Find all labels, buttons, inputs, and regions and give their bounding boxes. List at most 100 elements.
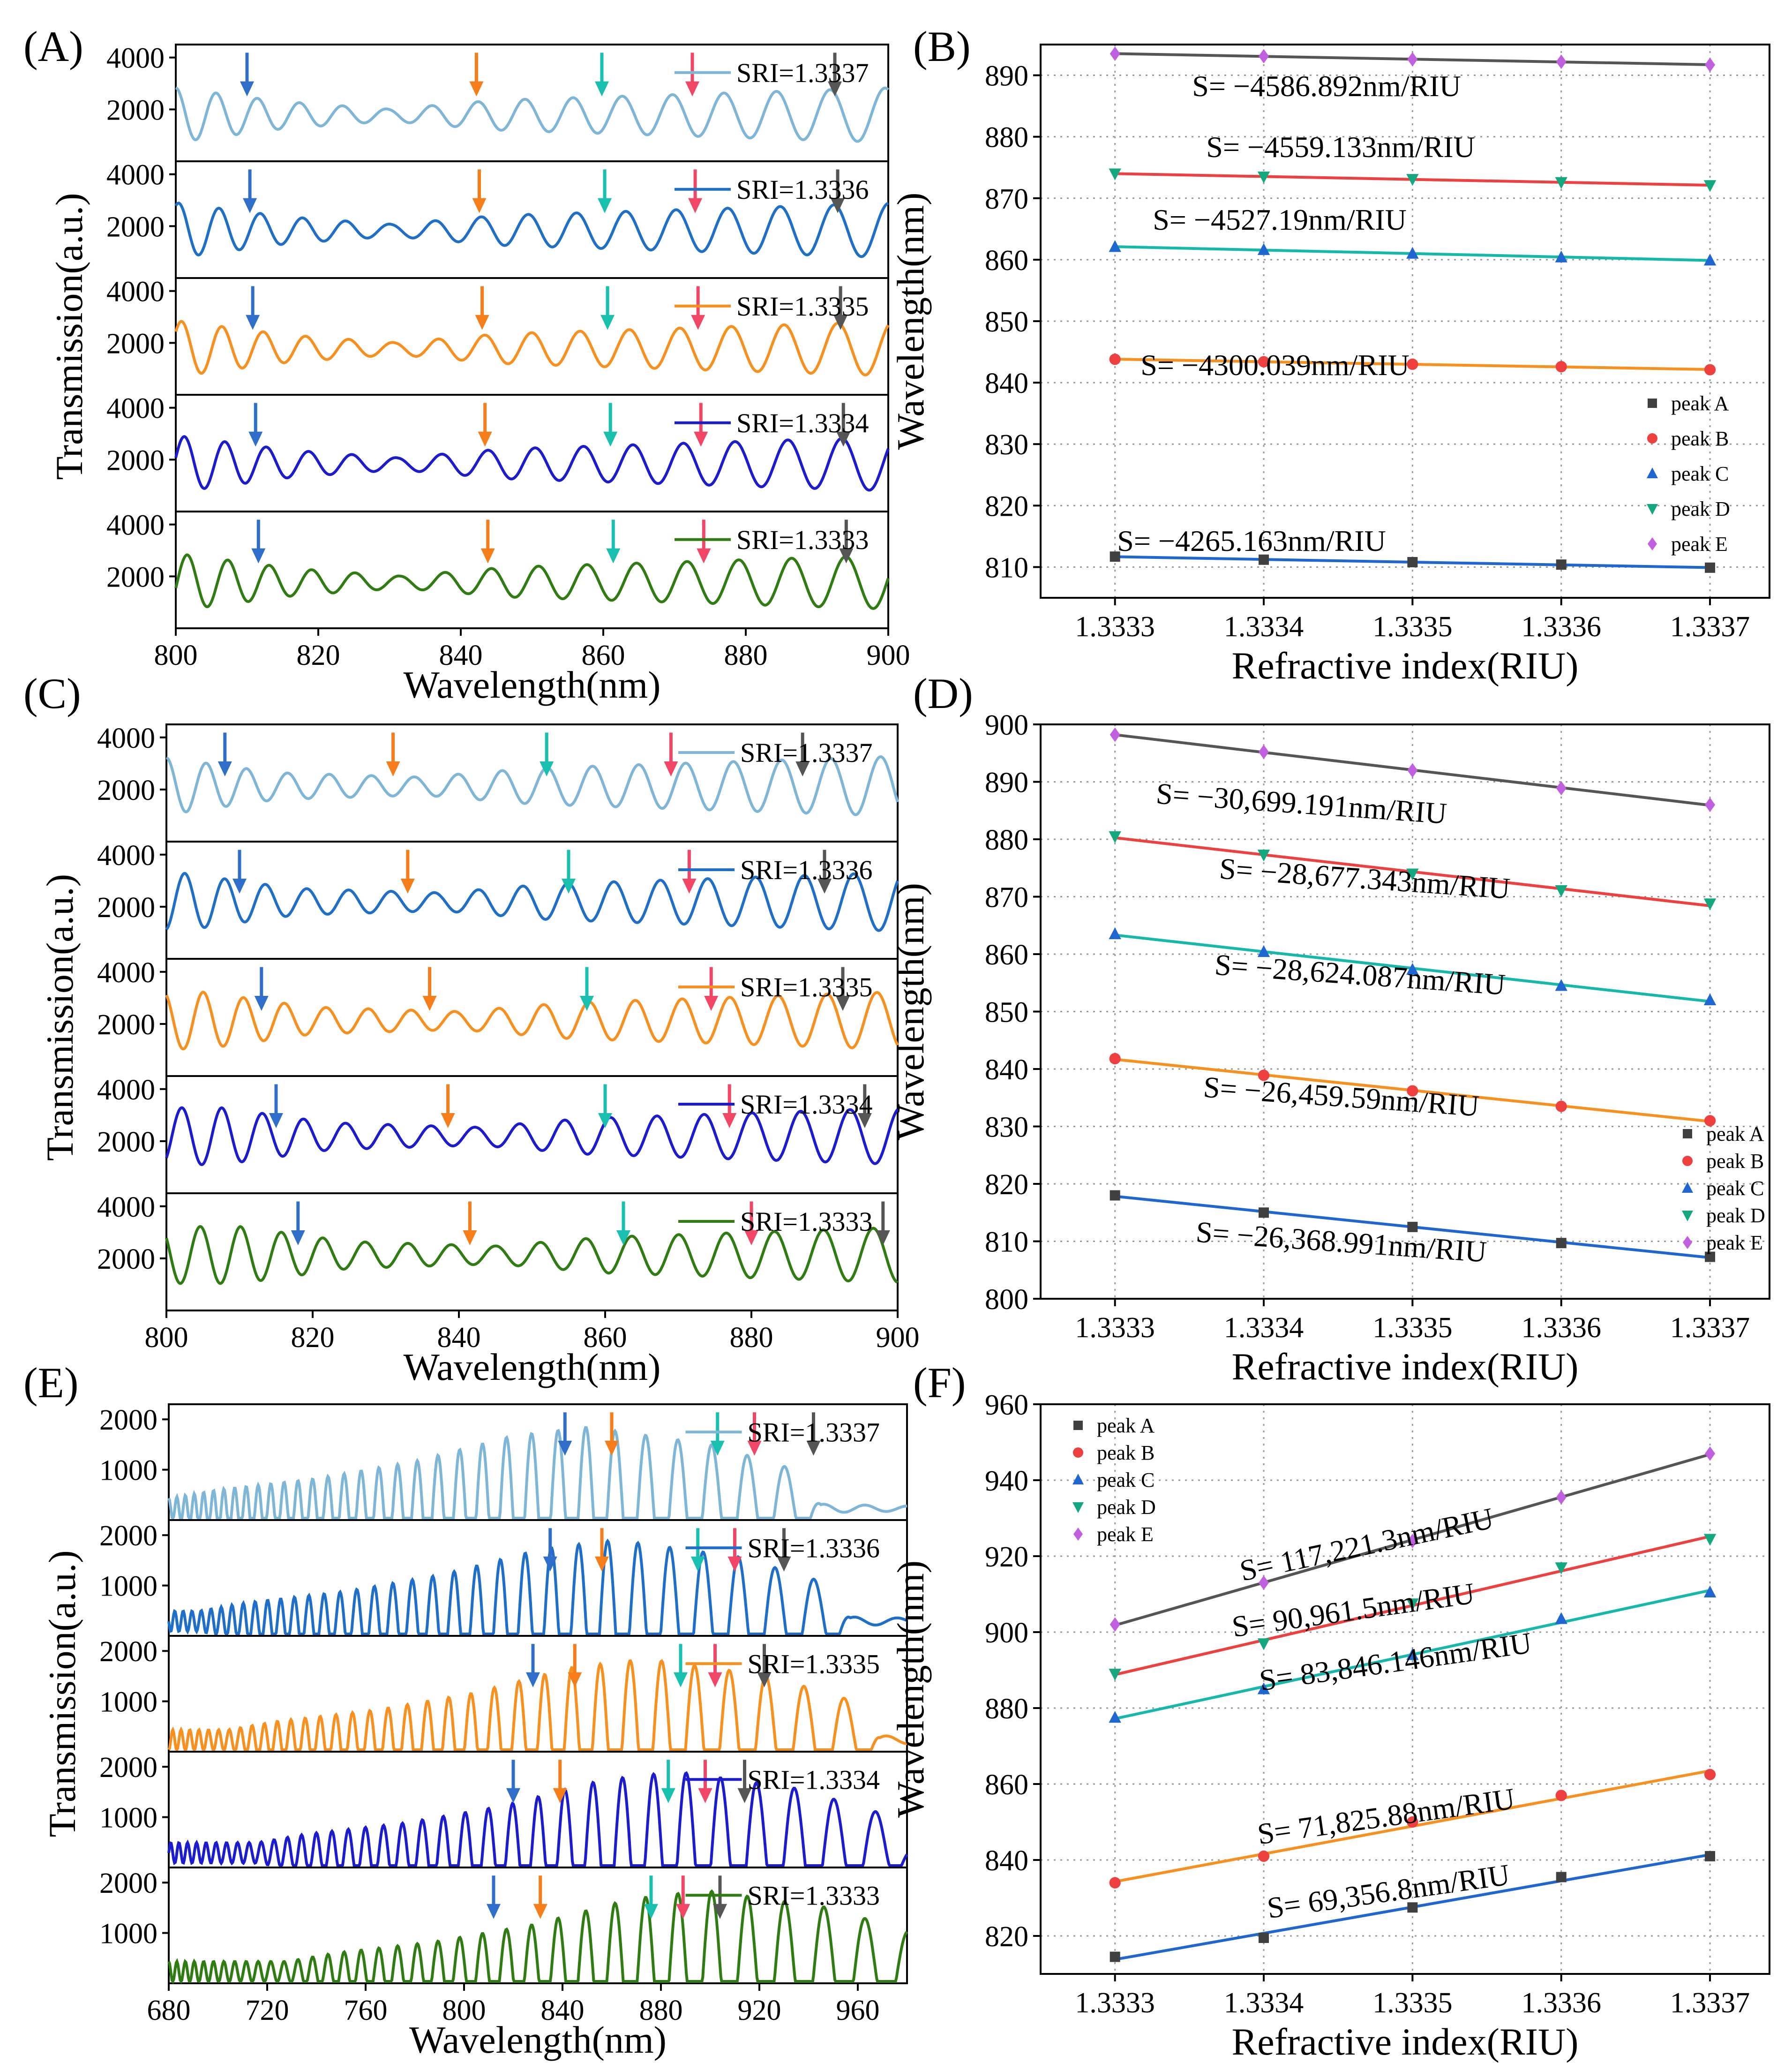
- x-tick-label: 720: [246, 1995, 289, 2026]
- spectrum-curve: [167, 1659, 907, 1753]
- legend-marker: [1073, 1447, 1083, 1458]
- peak-c-arrowhead: [603, 431, 618, 447]
- data-point-peak-a: [1705, 562, 1716, 573]
- peak-b-arrowhead: [463, 1230, 477, 1245]
- data-point-peak-a: [1407, 1902, 1418, 1913]
- legend-label: peak D: [1671, 497, 1730, 520]
- peak-a-arrowhead: [506, 1788, 520, 1803]
- data-point-peak-c: [1703, 253, 1717, 266]
- data-point-peak-e: [1556, 1490, 1567, 1505]
- spectrum-curve: [167, 1889, 908, 1984]
- peak-c-arrowhead: [616, 1230, 630, 1245]
- legend-marker: [1647, 467, 1658, 478]
- data-point-peak-e: [1705, 57, 1716, 72]
- legend-marker: [1683, 1129, 1692, 1138]
- data-point-peak-e: [1259, 49, 1269, 64]
- y-tick-label: 1000: [99, 1687, 157, 1718]
- peak-d-arrowhead: [664, 761, 678, 776]
- subplot-frame: [168, 1867, 908, 1984]
- peak-b-arrowhead: [533, 1904, 547, 1919]
- data-point-peak-e: [1705, 798, 1716, 812]
- legend-label: peak A: [1706, 1122, 1764, 1145]
- x-axis-label: Wavelength(nm): [404, 1346, 661, 1388]
- data-point-peak-c: [1555, 979, 1567, 991]
- legend-label: peak B: [1097, 1441, 1155, 1464]
- peak-a-arrowhead: [291, 1230, 305, 1245]
- spectrum-curve: [174, 435, 890, 492]
- data-point-peak-e: [1407, 52, 1418, 67]
- legend-label: SRI=1.3337: [736, 58, 869, 88]
- data-point-peak-b: [1109, 1053, 1121, 1065]
- peak-a-arrowhead: [254, 996, 269, 1011]
- peak-b-arrowhead: [605, 1440, 619, 1456]
- x-tick-label: 760: [344, 1995, 388, 2026]
- y-tick-label: 820: [985, 1169, 1028, 1201]
- peak-d-arrowhead: [698, 1788, 712, 1803]
- data-point-peak-c: [1555, 250, 1567, 263]
- legend-label: peak C: [1097, 1468, 1155, 1491]
- y-tick-label: 2000: [99, 1520, 157, 1552]
- x-axis-label: Wavelength(nm): [409, 2018, 667, 2061]
- x-tick-label: 1.3335: [1372, 1987, 1453, 2019]
- data-point-peak-c: [1703, 1585, 1717, 1597]
- x-tick-label: 1.3334: [1224, 611, 1304, 643]
- x-tick-label: 860: [584, 1322, 627, 1354]
- plot-frame: [1040, 1403, 1770, 1975]
- y-axis-label: Transmission(a.u.): [48, 193, 90, 480]
- peak-e-arrowhead: [737, 1788, 752, 1803]
- panel-e-label: (E): [23, 1359, 78, 1407]
- y-tick-label: 4000: [97, 957, 155, 989]
- x-tick-label: 960: [836, 1995, 880, 2026]
- x-tick-label: 1.3333: [1075, 1312, 1155, 1344]
- peak-b-arrowhead: [386, 761, 400, 776]
- legend-label: peak A: [1671, 392, 1729, 415]
- data-point-peak-b: [1704, 364, 1716, 376]
- x-tick-label: 1.3335: [1372, 611, 1453, 643]
- x-tick-label: 920: [738, 1995, 781, 2026]
- y-tick-label: 2000: [106, 211, 165, 243]
- y-tick-label: 830: [985, 429, 1028, 461]
- y-tick-label: 2000: [97, 892, 155, 924]
- y-tick-label: 810: [985, 552, 1028, 584]
- legend-label: peak E: [1706, 1231, 1763, 1254]
- legend-marker: [1648, 399, 1657, 408]
- x-tick-label: 1.3335: [1372, 1312, 1453, 1344]
- peak-a-arrowhead: [246, 315, 260, 330]
- x-tick-label: 900: [867, 640, 910, 671]
- data-point-peak-e: [1556, 54, 1567, 69]
- peak-c-arrowhead: [600, 315, 615, 330]
- data-point-peak-c: [1257, 945, 1270, 957]
- y-tick-label: 890: [985, 60, 1028, 92]
- legend-label: SRI=1.3333: [736, 525, 869, 555]
- data-point-peak-a: [1110, 1190, 1120, 1201]
- data-point-peak-c: [1257, 1682, 1270, 1694]
- data-point-peak-c: [1109, 1710, 1121, 1723]
- peak-b-arrowhead: [422, 996, 437, 1011]
- peak-a-arrowhead: [248, 431, 263, 447]
- peak-e-arrowhead: [836, 996, 850, 1011]
- y-tick-label: 2000: [97, 1009, 155, 1041]
- peak-c-arrowhead: [710, 1440, 725, 1456]
- data-point-peak-d: [1555, 1562, 1567, 1574]
- peak-e-arrowhead: [831, 198, 845, 213]
- y-tick-label: 860: [985, 939, 1028, 971]
- legend-label: SRI=1.3335: [748, 1649, 880, 1679]
- spectrum-curve: [167, 1538, 908, 1636]
- legend-label: peak C: [1671, 462, 1729, 485]
- peak-b-arrowhead: [595, 1556, 609, 1572]
- data-point-peak-c: [1406, 247, 1419, 259]
- peak-e-arrowhead: [857, 1113, 872, 1128]
- legend-label: SRI=1.3333: [748, 1880, 880, 1911]
- x-tick-label: 1.3333: [1075, 1987, 1155, 2019]
- slope-label-peak-b: S= −4300.039nm/RIU: [1140, 348, 1410, 382]
- y-tick-label: 900: [985, 1617, 1028, 1649]
- y-tick-label: 850: [985, 997, 1028, 1029]
- panel-e-spectra: (E) SRI=1.3337 SRI=1.3336 SRI=1.3335 SRI=1.3…: [23, 1359, 908, 2061]
- legend-marker: [1682, 1182, 1693, 1193]
- x-tick-label: 1.3336: [1521, 611, 1601, 643]
- data-point-peak-e: [1110, 727, 1120, 742]
- spectrum-curve: [165, 990, 899, 1051]
- peak-c-arrowhead: [606, 548, 621, 564]
- y-tick-label: 880: [985, 1693, 1028, 1725]
